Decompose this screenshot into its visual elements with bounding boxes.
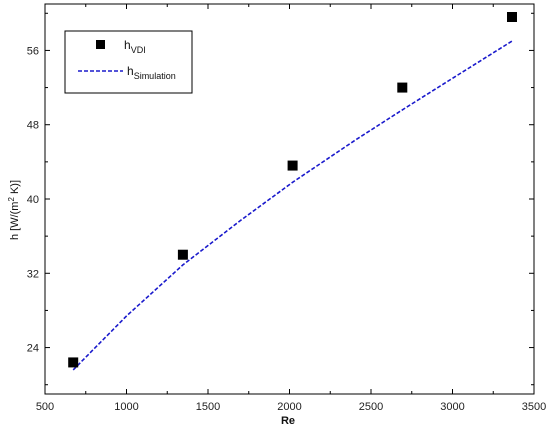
x-axis-title: Re xyxy=(281,415,295,427)
y-axis-ticks: 24 32 40 48 56 xyxy=(27,12,534,386)
x-tick-label: 1000 xyxy=(114,401,138,413)
y-axis-title: h [W/(m2 K)] xyxy=(7,180,21,240)
legend: hVDI hSimulation xyxy=(64,30,193,94)
data-point-hvdi xyxy=(506,12,517,22)
legend-marker-hvdi xyxy=(96,40,105,49)
legend-label-hvdi: hVDI xyxy=(124,38,146,55)
x-tick-label: 2000 xyxy=(277,401,301,413)
legend-box xyxy=(64,30,193,94)
data-point-hvdi xyxy=(177,249,188,260)
x-axis-ticks: 500 1000 1500 2000 2500 3000 3500 xyxy=(36,4,546,413)
x-tick-label: 2500 xyxy=(359,401,383,413)
legend-label-hsimulation: hSimulation xyxy=(127,64,176,81)
data-point-hvdi xyxy=(68,357,79,368)
series-line-hsimulation xyxy=(72,40,513,371)
x-tick-label: 500 xyxy=(36,401,54,413)
x-tick-label: 3500 xyxy=(522,401,546,413)
y-tick-label: 56 xyxy=(27,45,39,57)
y-tick-label: 24 xyxy=(27,343,39,355)
y-tick-label: 48 xyxy=(27,120,39,132)
y-tick-label: 32 xyxy=(27,268,39,280)
x-tick-label: 3000 xyxy=(440,401,464,413)
y-tick-label: 40 xyxy=(27,194,39,206)
series-layer xyxy=(68,12,517,371)
data-point-hvdi xyxy=(397,82,408,93)
x-tick-label: 1500 xyxy=(196,401,220,413)
data-point-hvdi xyxy=(287,160,298,171)
